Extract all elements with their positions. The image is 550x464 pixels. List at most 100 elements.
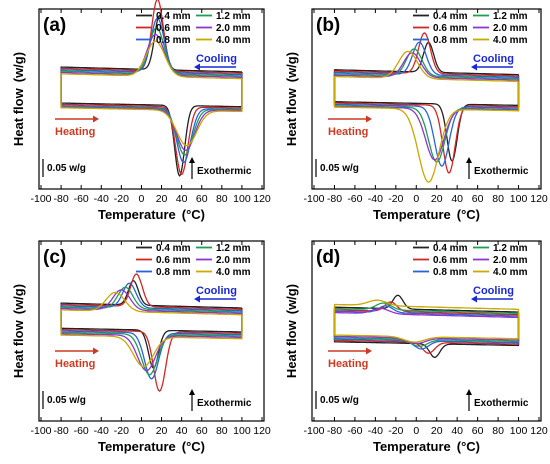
x-tick-label: -80 xyxy=(53,425,68,437)
legend-label: 0.4 mm xyxy=(156,11,191,22)
legend-label: 4.0 mm xyxy=(493,35,528,46)
cooling-label: Cooling xyxy=(473,53,514,65)
x-axis-title: Temperature xyxy=(98,207,176,222)
panel-label: (d) xyxy=(316,247,340,268)
x-tick-label: -20 xyxy=(388,425,403,437)
heating-arrowhead xyxy=(366,115,372,123)
x-tick-label: -60 xyxy=(347,193,362,205)
x-tick-label: 40 xyxy=(451,193,463,205)
legend-label: 0.6 mm xyxy=(433,23,468,34)
scale-label: 0.05 w/g xyxy=(320,395,359,406)
series-line-40mm xyxy=(333,299,520,343)
x-tick-label: -60 xyxy=(74,425,89,437)
x-axis-unit: (°C) xyxy=(457,207,480,222)
x-axis-title: Temperature xyxy=(98,439,176,454)
exothermic-label: Exothermic xyxy=(474,398,529,409)
x-tick-label: -80 xyxy=(327,193,342,205)
series-line-20mm xyxy=(333,307,520,345)
heating-arrowhead xyxy=(366,347,372,355)
y-axis-unit: (w/g) xyxy=(284,52,299,82)
x-tick-label: 80 xyxy=(216,425,228,437)
y-axis-unit: (w/g) xyxy=(284,284,299,314)
y-axis-label: Heat flow (w/g) xyxy=(284,284,299,378)
x-tick-label: 120 xyxy=(530,193,548,205)
scale-label: 0.05 w/g xyxy=(47,163,86,174)
y-axis-label: Heat flow (w/g) xyxy=(11,52,26,146)
x-tick-label: 80 xyxy=(492,425,504,437)
panel-label: (c) xyxy=(43,247,66,268)
x-tick-label: -40 xyxy=(94,425,109,437)
x-tick-label: 20 xyxy=(431,193,443,205)
cooling-arrowhead xyxy=(471,295,477,303)
x-tick-label: -40 xyxy=(368,193,383,205)
x-tick-label: 0 xyxy=(413,425,419,437)
x-tick-label: 60 xyxy=(196,193,208,205)
heating-arrowhead xyxy=(93,347,99,355)
x-tick-label: 0 xyxy=(413,193,419,205)
x-axis-title: Temperature xyxy=(373,439,451,454)
x-tick-label: 40 xyxy=(451,425,463,437)
x-tick-label: 80 xyxy=(492,193,504,205)
scale-label: 0.05 w/g xyxy=(320,163,359,174)
x-axis-label: Temperature (°C) xyxy=(98,207,205,222)
heating-label: Heating xyxy=(55,358,95,370)
series-line-12mm xyxy=(333,302,520,347)
x-tick-label: -20 xyxy=(114,425,129,437)
x-tick-label: -60 xyxy=(347,425,362,437)
plot-frame xyxy=(38,240,265,422)
x-axis-label: Temperature (°C) xyxy=(373,207,480,222)
cooling-arrowhead xyxy=(471,63,477,71)
x-tick-label: -60 xyxy=(74,193,89,205)
legend-label: 0.4 mm xyxy=(156,243,191,254)
x-tick-label: 100 xyxy=(510,425,528,437)
legend-label: 0.4 mm xyxy=(433,243,468,254)
series-line-08mm xyxy=(333,305,520,350)
scale-label: 0.05 w/g xyxy=(47,395,86,406)
panel-b: -100 -80 -60 -40 -20 0 20 40 60 80 100 120 Temperatu… xyxy=(284,8,548,222)
legend-label: 0.8 mm xyxy=(156,35,191,46)
x-tick-label: -20 xyxy=(114,193,129,205)
x-tick-label: -40 xyxy=(94,193,109,205)
cooling-label: Cooling xyxy=(473,285,514,297)
series-line-40mm xyxy=(60,291,243,368)
x-tick-label: -100 xyxy=(303,425,324,437)
x-tick-label: 20 xyxy=(431,425,443,437)
x-tick-label: 40 xyxy=(176,193,188,205)
heating-label: Heating xyxy=(328,126,368,138)
x-tick-label: 40 xyxy=(176,425,188,437)
x-tick-label: -40 xyxy=(368,425,383,437)
x-axis-label: Temperature (°C) xyxy=(373,439,480,454)
series-line-04mm xyxy=(333,294,520,359)
exothermic-arrowhead xyxy=(189,157,195,163)
panel-c: -100 -80 -60 -40 -20 0 20 40 60 80 100 120 Temperatu… xyxy=(11,240,271,454)
x-tick-label: 80 xyxy=(216,193,228,205)
x-tick-label: 100 xyxy=(233,193,251,205)
legend-label: 2.0 mm xyxy=(493,23,528,34)
cooling-label: Cooling xyxy=(196,53,237,65)
y-axis-title: Heat flow xyxy=(11,87,26,146)
x-axis-unit: (°C) xyxy=(457,439,480,454)
exothermic-label: Exothermic xyxy=(197,166,252,177)
x-tick-label: -100 xyxy=(30,193,51,205)
y-axis-label: Heat flow (w/g) xyxy=(11,284,26,378)
x-tick-label: 100 xyxy=(233,425,251,437)
x-tick-label: -80 xyxy=(327,425,342,437)
x-tick-label: 20 xyxy=(156,425,168,437)
legend-label: 2.0 mm xyxy=(493,255,528,266)
x-tick-label: 120 xyxy=(253,425,271,437)
series-line-06mm xyxy=(60,0,243,176)
x-axis-unit: (°C) xyxy=(182,439,205,454)
plot-frame xyxy=(38,8,265,190)
y-axis-title: Heat flow xyxy=(284,87,299,146)
y-axis-title: Heat flow xyxy=(284,319,299,378)
y-axis-label: Heat flow (w/g) xyxy=(284,52,299,146)
x-tick-label: -100 xyxy=(30,425,51,437)
x-axis-title: Temperature xyxy=(373,207,451,222)
x-axis-label: Temperature (°C) xyxy=(98,439,205,454)
legend-label: 2.0 mm xyxy=(216,23,251,34)
x-tick-label: 120 xyxy=(530,425,548,437)
x-tick-label: -20 xyxy=(388,193,403,205)
series-line-06mm xyxy=(333,301,520,354)
legend-label: 1.2 mm xyxy=(493,11,528,22)
